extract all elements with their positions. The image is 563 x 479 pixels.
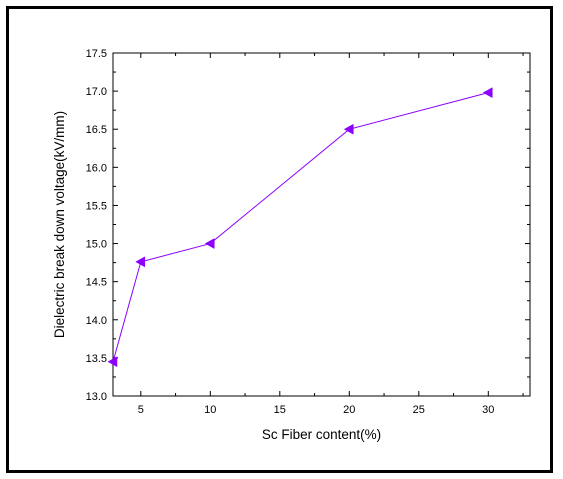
x-axis-label: Sc Fiber content(%) xyxy=(262,427,381,442)
y-tick-label: 14.5 xyxy=(86,277,107,289)
data-point xyxy=(135,256,146,268)
data-point xyxy=(343,123,354,135)
data-point xyxy=(482,87,493,99)
y-tick-label: 16.5 xyxy=(86,124,107,136)
y-tick-label: 17.5 xyxy=(86,48,107,60)
x-tick-label: 10 xyxy=(204,404,216,416)
y-tick-label: 15.0 xyxy=(86,239,107,251)
x-tick-label: 20 xyxy=(343,404,355,416)
y-tick-label: 16.0 xyxy=(86,162,107,174)
y-tick-label: 13.0 xyxy=(86,391,107,403)
y-tick-label: 14.0 xyxy=(86,315,107,327)
x-tick-label: 15 xyxy=(274,404,286,416)
data-point xyxy=(204,238,215,249)
data-point xyxy=(107,356,118,368)
y-tick-label: 15.5 xyxy=(86,200,107,212)
x-tick-label: 25 xyxy=(413,404,425,416)
y-axis-label: Dielectric break down voltage(kV/mm) xyxy=(52,111,67,338)
axes: 13.0 13.5 14.0 14.5 15.0 15.5 16.0 16.5 17.0 17.5… xyxy=(86,48,531,416)
x-tick-label: 30 xyxy=(482,404,494,416)
y-tick-label: 13.5 xyxy=(86,353,107,365)
plot-area-border xyxy=(112,52,531,397)
x-tick-label: 5 xyxy=(138,404,144,416)
series-layer xyxy=(107,87,493,368)
series-line xyxy=(112,92,489,362)
y-tick-label: 17.0 xyxy=(86,86,107,98)
